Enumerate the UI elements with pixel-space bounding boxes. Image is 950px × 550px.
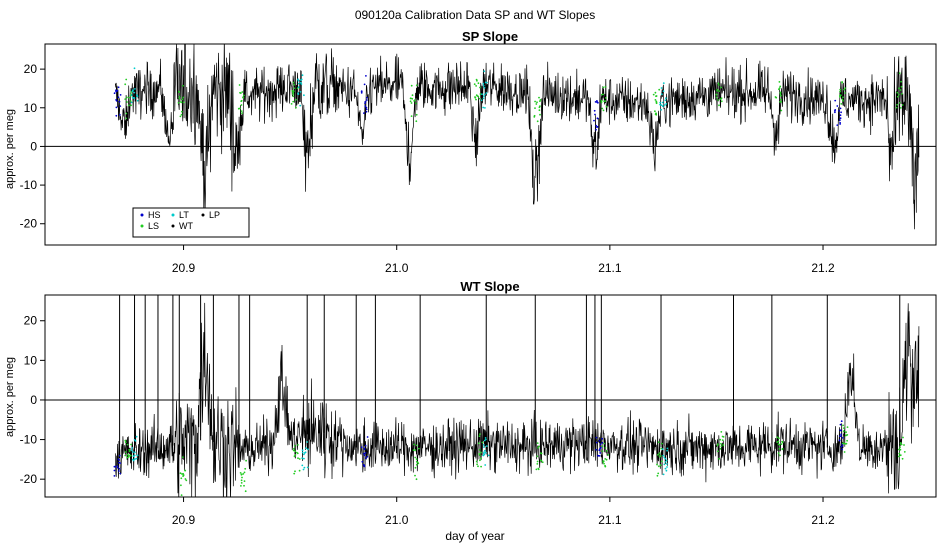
y-tick-label: 0 (30, 393, 37, 407)
calibration-marker-ls (535, 442, 544, 471)
calibration-marker-lt (301, 441, 309, 471)
axis-layer: 20.9 21.0 21.1 21.2 -20 -10 0 10 20 (20, 43, 937, 275)
calibration-marker-ls (533, 96, 542, 123)
y-tick-label: -20 (20, 217, 38, 231)
legend-item: LT (171, 210, 189, 220)
calibration-marker-ls (774, 81, 783, 112)
y-tick-label: 20 (24, 314, 38, 328)
legend-item: LP (201, 210, 220, 220)
plot-frame (44, 43, 937, 246)
x-tick-label: 21.1 (598, 261, 622, 275)
y-tick-label: -20 (20, 472, 38, 486)
calibration-marker-ls (292, 444, 301, 475)
x-tick-label: 21.0 (385, 513, 409, 527)
legend-swatch (140, 224, 144, 228)
figure-title: 090120a Calibration Data SP and WT Slope… (355, 8, 595, 22)
calibration-marker-ls (656, 441, 663, 477)
x-tick-label: 20.9 (172, 513, 196, 527)
x-axis-label: day of year (445, 529, 504, 543)
calibration-marker-lt (659, 82, 668, 111)
calibration-marker-lt (130, 435, 139, 462)
x-tick-label: 20.9 (172, 261, 196, 275)
calibration-marker-ls (841, 424, 849, 453)
calibration-marker-ls (776, 436, 784, 457)
calibration-marker-ls (412, 443, 420, 481)
calibration-marker-hs (834, 99, 842, 126)
calibration-marker-ls (716, 431, 725, 460)
calibration-marker-ls (600, 86, 608, 112)
x-tick-label: 21.1 (598, 513, 622, 527)
plot-frame (44, 294, 937, 498)
legend-item: HS (140, 210, 161, 220)
x-tick-label: 21.2 (811, 513, 835, 527)
legend: HS LT LP LS WT (132, 207, 250, 238)
calibration-marker-ls (715, 82, 723, 107)
calibration-marker-ls (839, 81, 846, 105)
data-layer (45, 44, 936, 230)
legend-swatch (140, 213, 144, 217)
x-tick-label: 21.2 (811, 261, 835, 275)
x-tick-label: 21.0 (385, 261, 409, 275)
calibration-marker-hs (360, 75, 368, 114)
calibration-marker-ls (652, 88, 661, 116)
calibration-marker-ls (895, 72, 904, 109)
calibration-marker-hs (113, 454, 122, 477)
calibration-marker-ls (601, 442, 610, 468)
calibration-marker-ls (237, 84, 245, 115)
y-tick-label: 0 (30, 139, 37, 153)
panel-title: SP Slope (462, 29, 518, 44)
calibration-marker-hs (593, 100, 599, 131)
axis-layer: 20.9 21.0 21.1 21.2 -20 -10 0 10 20 (20, 294, 937, 527)
legend-swatch (171, 224, 175, 228)
legend-label: LT (179, 210, 189, 220)
y-tick-label: 10 (24, 101, 38, 115)
legend-label: HS (148, 210, 161, 220)
calibration-marker-ls (179, 456, 188, 496)
series-group (45, 44, 936, 230)
calibration-marker-ls (475, 433, 484, 468)
calibration-marker-ls (409, 84, 418, 123)
legend-swatch (171, 213, 175, 217)
calibration-marker-ls (290, 81, 299, 109)
calibration-marker-hs (595, 436, 604, 457)
y-tick-label: 20 (24, 62, 38, 76)
legend-label: WT (179, 221, 193, 231)
y-axis-label: approx. per meg (4, 109, 16, 189)
legend-box (132, 207, 250, 238)
calibration-marker-hs (360, 436, 369, 468)
calibration-marker-lt (661, 447, 669, 476)
calibration-marker-ls (473, 78, 482, 101)
series-line (114, 302, 920, 497)
legend-item: LS (140, 221, 159, 231)
calibration-marker-lt (482, 437, 490, 466)
series-group (45, 295, 936, 497)
calibration-marker-lt (480, 70, 488, 109)
calibration-marker-hs (113, 86, 122, 117)
calibration-marker-ls (898, 436, 906, 460)
legend-label: LP (209, 210, 220, 220)
wt-slope-panel: WT Slope approx. per meg 20.9 21.0 21.1 21.… (4, 279, 937, 527)
y-axis-label: approx. per meg (4, 357, 16, 437)
series-line (114, 44, 920, 230)
calibration-marker-ls (177, 84, 185, 118)
legend-item: WT (171, 221, 193, 231)
sp-slope-panel: SP Slope approx. per meg 20.9 21.0 21.1 21.… (4, 29, 937, 275)
legend-swatch (201, 213, 205, 217)
y-tick-label: 10 (24, 353, 38, 367)
calibration-marker-ls (239, 459, 248, 493)
calibration-marker-lt (130, 67, 139, 104)
calibration-marker-lt (297, 74, 305, 107)
y-tick-label: -10 (20, 178, 38, 192)
calibration-marker-ls (124, 78, 133, 120)
calibration-marker-ls (124, 439, 133, 459)
y-tick-label: -10 (20, 433, 38, 447)
panel-title: WT Slope (460, 279, 519, 294)
legend-label: LS (148, 221, 159, 231)
data-layer (45, 295, 936, 497)
